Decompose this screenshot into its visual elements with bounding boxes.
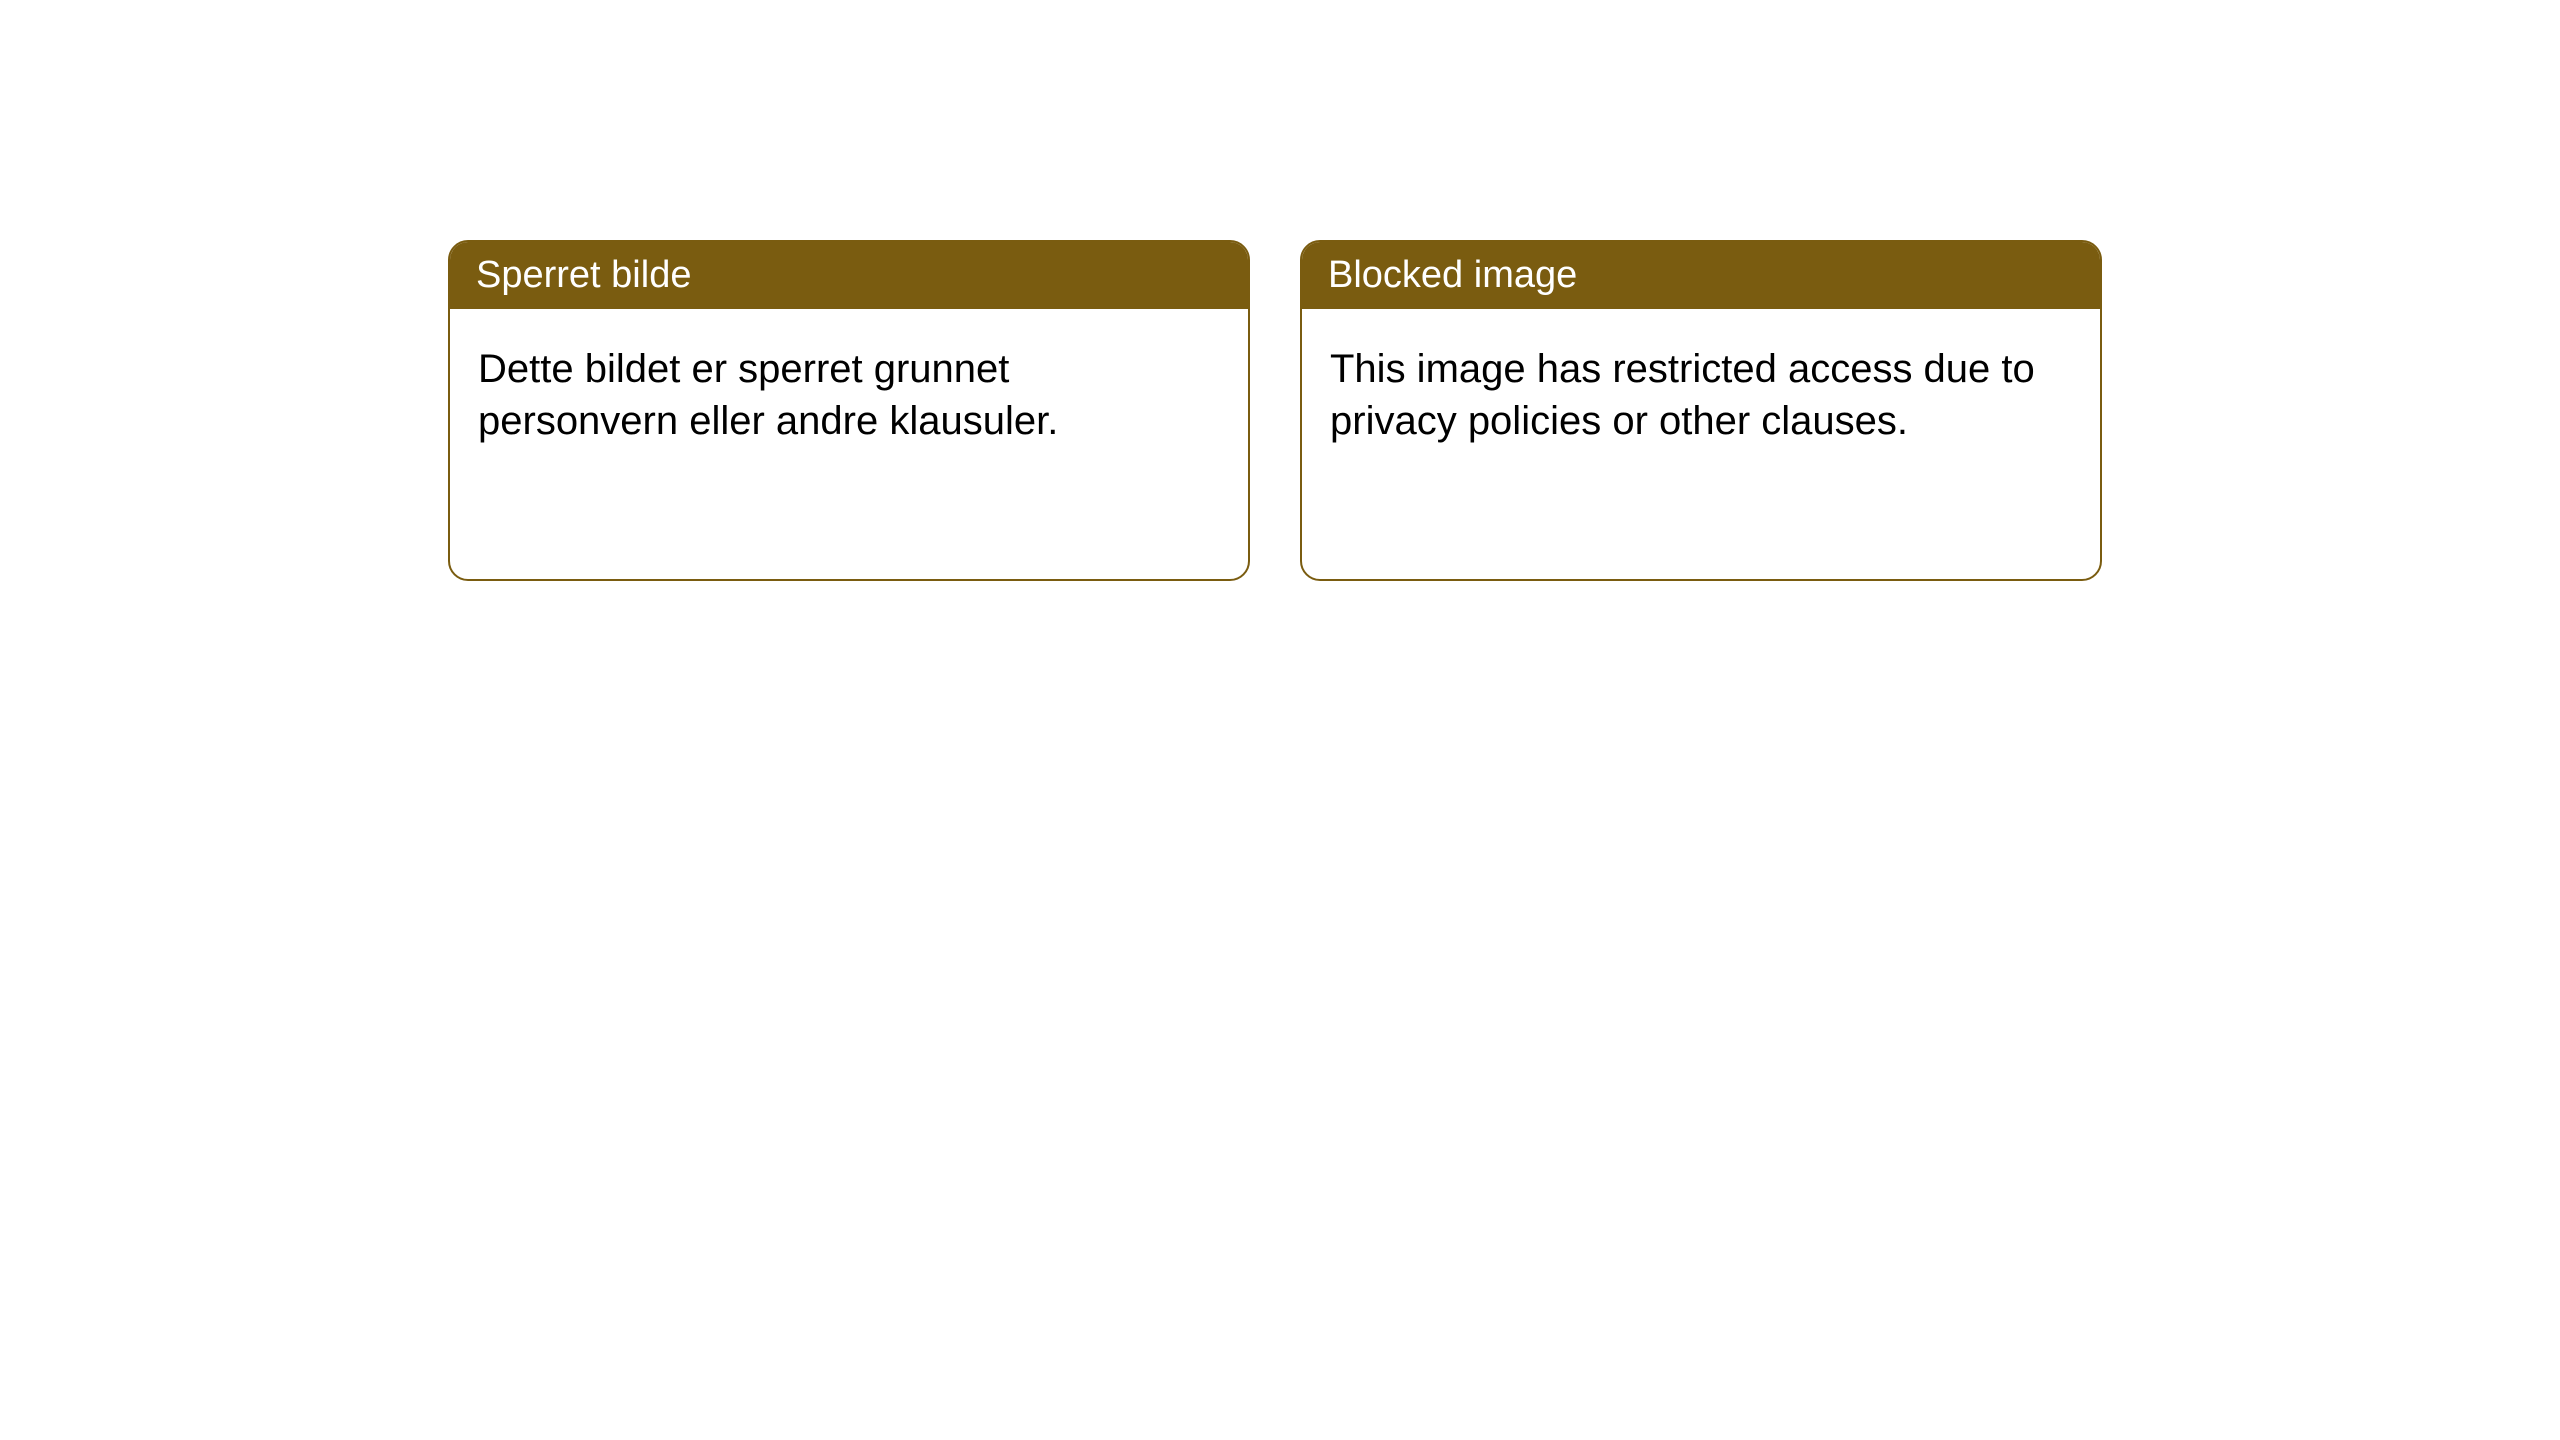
card-body: This image has restricted access due to … — [1302, 309, 2100, 579]
card-title: Sperret bilde — [476, 254, 691, 296]
card-header: Blocked image — [1302, 242, 2100, 309]
card-body: Dette bildet er sperret grunnet personve… — [450, 309, 1248, 579]
notice-card-english: Blocked image This image has restricted … — [1300, 240, 2102, 581]
notice-card-norwegian: Sperret bilde Dette bildet er sperret gr… — [448, 240, 1250, 581]
card-body-text: Dette bildet er sperret grunnet personve… — [478, 347, 1058, 443]
card-body-text: This image has restricted access due to … — [1330, 347, 2035, 443]
notice-container: Sperret bilde Dette bildet er sperret gr… — [0, 0, 2560, 581]
card-title: Blocked image — [1328, 254, 1577, 296]
card-header: Sperret bilde — [450, 242, 1248, 309]
